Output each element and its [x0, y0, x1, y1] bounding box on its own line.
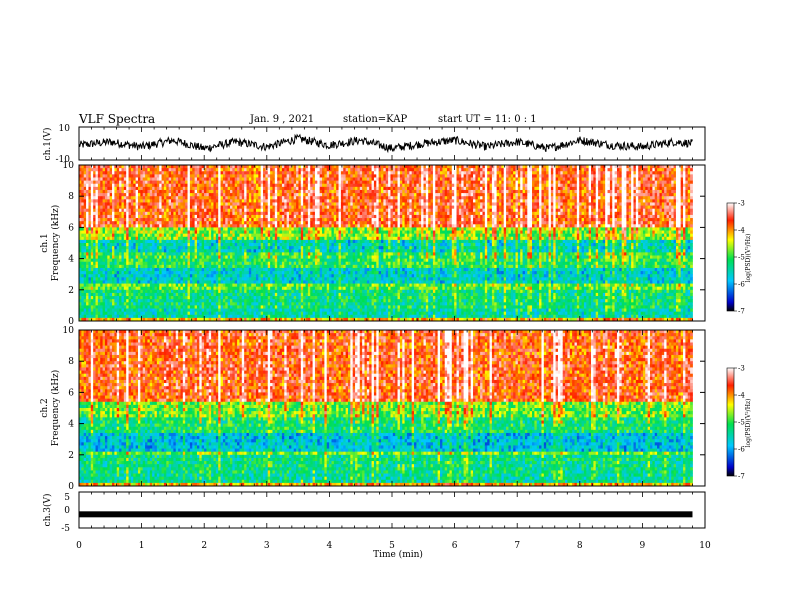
ch2-spectrogram-heatmap — [79, 330, 693, 487]
time-axis-tick-label: 9 — [640, 541, 646, 551]
ch3-waveform-panel: 5 0 -5 ch.3(V) — [42, 491, 706, 534]
ch1-colorbar-label: log(PSD)(V²/Hz) — [745, 234, 752, 283]
ch1-frequency-ylabel: Frequency (kHz) — [50, 205, 61, 282]
time-axis-tick-label: 6 — [452, 541, 458, 551]
time-axis-tick-label: 0 — [76, 541, 82, 551]
time-axis-tick-label: 10 — [699, 541, 711, 551]
date-label: Jan. 9 , 2021 — [249, 114, 314, 125]
ch1-colorbar: -3 -4 -5 -6 -7 log(PSD)(V²/Hz) — [726, 200, 752, 316]
ch1-colorbar-tick-label: -4 — [738, 227, 745, 235]
ch1-spectrogram-ytick-label: 2 — [68, 286, 74, 296]
ch2-colorbar-tick-label: -6 — [738, 446, 745, 454]
ch1-spectrogram-panel: 0 2 4 6 8 10 ch.1 Frequency (kHz) — [40, 161, 706, 327]
ch1-ytick-top: 10 — [59, 124, 71, 134]
ch1-colorbar-tick-label: -6 — [738, 281, 745, 289]
station-label: station=KAP — [343, 114, 407, 125]
time-axis-tick-label: 3 — [264, 541, 270, 551]
time-axis-tick-label: 2 — [201, 541, 207, 551]
ch2-spectrogram-panel: 0 2 4 6 8 10 ch.2 Frequency (kHz) — [40, 326, 706, 492]
ch2-spectrogram-ytick-label: 0 — [68, 482, 74, 492]
ch2-spectrogram-ytick-label: 4 — [68, 420, 74, 430]
ch1-waveform-panel: 10 -10 ch.1(V) — [42, 124, 706, 165]
time-axis-tick-label: 7 — [514, 541, 520, 551]
ch1-spectrogram-ytick-label: 10 — [63, 161, 75, 171]
ch3-waveform-frame — [78, 491, 706, 529]
ch2-colorbar-tick-label: -7 — [738, 473, 745, 481]
ch1-spectrogram-ytick-label: 6 — [68, 223, 74, 233]
ch2-spectrogram-ytick-label: 2 — [68, 451, 74, 461]
ch3-waveform-trace — [79, 511, 693, 518]
start-ut-label: start UT = 11: 0 : 1 — [438, 114, 537, 125]
ch1-spectrogram-heatmap — [79, 165, 693, 322]
ch1-colorbar-ramp — [726, 202, 735, 312]
ch2-colorbar: -3 -4 -5 -6 -7 log(PSD)(V²/Hz) — [726, 365, 752, 481]
ch1-spectrogram-ytick-label: 4 — [68, 255, 74, 265]
ch1-spectrogram-ytick-label: 0 — [68, 317, 74, 327]
time-axis: 0 1 2 3 4 5 6 7 8 9 10 — [76, 127, 711, 551]
ch2-colorbar-tick-label: -5 — [738, 419, 745, 427]
ch3-ytick-top: 5 — [64, 493, 70, 503]
ch1-waveform-line — [78, 133, 693, 154]
ch2-frequency-ylabel: Frequency (kHz) — [50, 370, 61, 447]
ch1-spectrogram-ylabel: ch.1 — [40, 233, 50, 252]
ch2-spectrogram-ytick-label: 10 — [63, 326, 75, 336]
ch1-waveform-trace — [78, 133, 693, 154]
ch2-colorbar-tick-label: -4 — [738, 392, 745, 400]
time-axis-tick-label: 4 — [327, 541, 333, 551]
ch3-waveform-band — [79, 511, 693, 518]
time-axis-tick-label: 5 — [389, 541, 395, 551]
ch2-colorbar-tick-label: -3 — [738, 365, 745, 373]
ch1-spectrogram-ytick-label: 8 — [68, 192, 74, 202]
time-axis-label: Time (min) — [373, 549, 423, 560]
ch1-colorbar-tick-label: -3 — [738, 200, 745, 208]
ch2-colorbar-ramp — [726, 367, 735, 477]
chart-title: VLF Spectra — [78, 112, 155, 126]
ch3-waveform-ylabel: ch.3(V) — [42, 494, 53, 527]
ch1-colorbar-tick-label: -7 — [738, 308, 745, 316]
ch2-colorbar-label: log(PSD)(V²/Hz) — [745, 399, 752, 448]
ch1-waveform-ylabel: ch.1(V) — [42, 128, 53, 161]
time-axis-tick-label: 8 — [577, 541, 583, 551]
ch2-spectrogram-ytick-label: 8 — [68, 357, 74, 367]
ch3-ytick-mid: 0 — [64, 506, 70, 516]
ch2-spectrogram-ytick-label: 6 — [68, 388, 74, 398]
ch2-spectrogram-ylabel: ch.2 — [40, 398, 50, 417]
ch1-colorbar-tick-label: -5 — [738, 254, 745, 262]
ch3-ytick-bottom: -5 — [61, 524, 70, 534]
ch1-ytick-bottom: -10 — [56, 155, 71, 165]
time-axis-tick-label: 1 — [139, 541, 145, 551]
